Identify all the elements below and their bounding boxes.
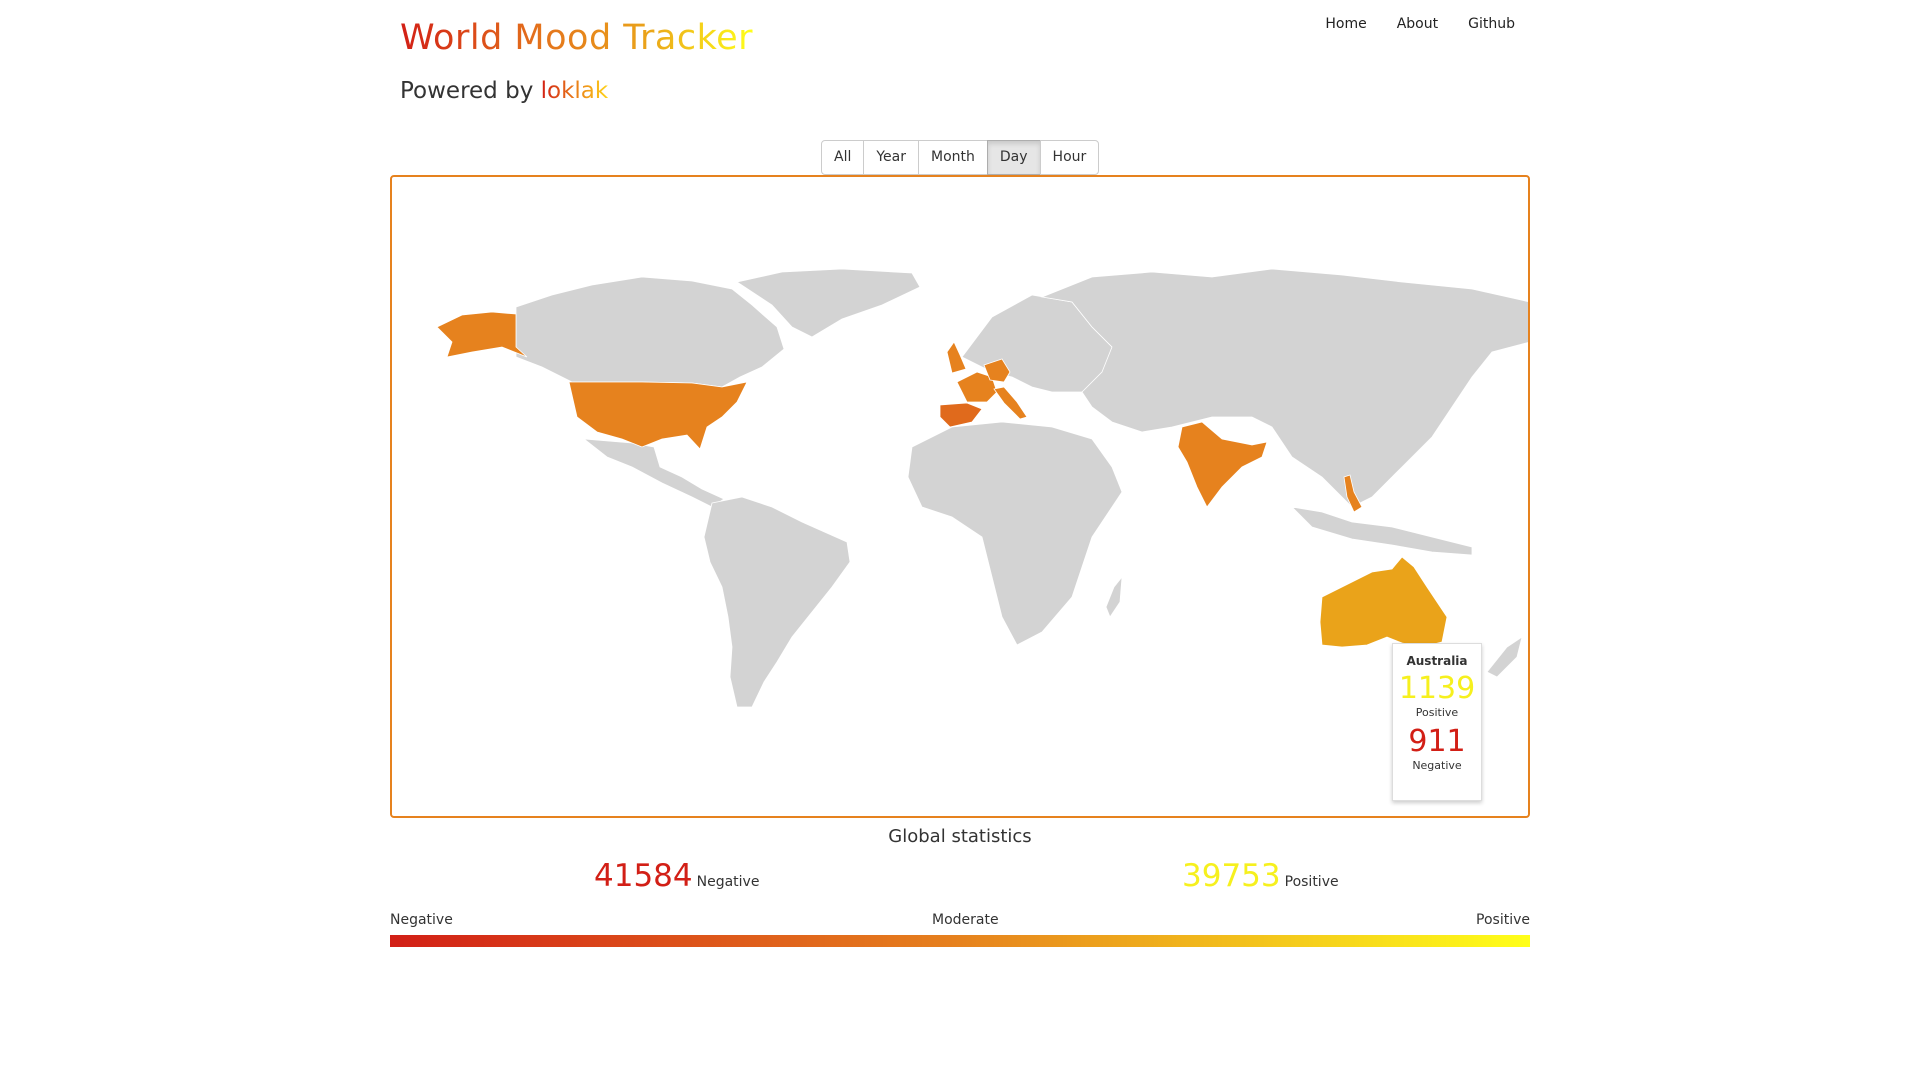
filter-year-button[interactable]: Year [863,140,919,175]
country-canada[interactable] [515,276,785,388]
country-greenland[interactable] [735,268,921,338]
filter-day-button[interactable]: Day [986,140,1041,175]
global-negative-label: Negative [696,874,760,890]
country-philippines[interactable] [1343,474,1363,513]
country-spain[interactable] [939,402,983,428]
country-india[interactable] [1177,421,1268,508]
filter-month-button[interactable]: Month [918,140,988,175]
country-tooltip: Australia 1139 Positive 911 Negative [1392,643,1482,801]
country-germany[interactable] [983,358,1011,383]
world-map: Australia 1139 Positive 911 Negative [390,175,1530,818]
legend-negative: Negative [390,912,453,928]
world-map-svg [436,268,1528,708]
nav-about[interactable]: About [1396,16,1439,32]
filter-hour-button[interactable]: Hour [1039,140,1100,175]
country-italy[interactable] [993,386,1028,420]
country-madagascar[interactable] [1105,575,1123,618]
tooltip-positive-count: 1139 [1398,671,1476,706]
time-filter-group: All Year Month Day Hour [821,140,1100,175]
tooltip-positive-label: Positive [1415,706,1459,719]
legend-positive: Positive [1476,912,1530,928]
tooltip-negative-label: Negative [1412,759,1462,772]
global-negative: 41584 Negative [594,858,759,894]
region-africa[interactable] [907,421,1123,646]
tooltip-country: Australia [1406,654,1468,668]
country-alaska[interactable] [436,311,528,358]
region-indonesia[interactable] [1290,506,1473,556]
nav-github[interactable]: Github [1468,16,1515,32]
powered-by: Powered by loklak [400,78,608,104]
country-australia[interactable] [1319,556,1448,648]
legend-gradient-bar [390,935,1530,947]
global-positive-label: Positive [1284,874,1339,890]
app-title: World Mood Tracker [400,18,754,58]
global-positive: 39753 Positive [1182,858,1339,894]
region-south-america[interactable] [703,496,851,708]
global-positive-count: 39753 [1182,858,1281,894]
country-mexico[interactable] [582,438,725,508]
global-stats-title: Global statistics [888,826,1032,847]
filter-all-button[interactable]: All [821,140,865,175]
loklak-link[interactable]: loklak [540,78,609,104]
nav-home[interactable]: Home [1325,16,1367,32]
region-asia[interactable] [1040,268,1528,508]
country-new-zealand[interactable] [1486,636,1523,678]
powered-by-label: Powered by [400,78,534,104]
legend-moderate: Moderate [932,912,999,928]
country-united-kingdom[interactable] [946,341,967,374]
global-negative-count: 41584 [594,858,693,894]
tooltip-negative-count: 911 [1408,724,1466,759]
country-united-states[interactable] [568,381,748,450]
top-nav: Home About Github [1325,16,1515,32]
